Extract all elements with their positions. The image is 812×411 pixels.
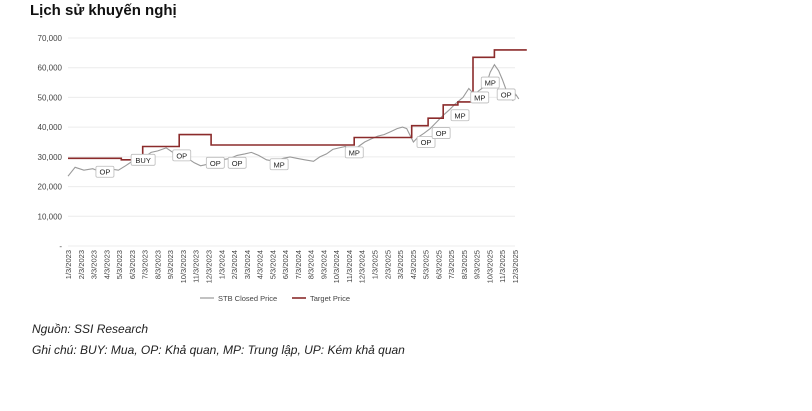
x-tick-label: 9/3/2024 <box>319 250 328 279</box>
x-tick-label: 7/3/2024 <box>294 250 303 279</box>
rating-marker-box <box>130 153 156 166</box>
chart-title: Lịch sử khuyến nghị <box>30 2 177 19</box>
rating-marker-box <box>496 88 516 101</box>
x-tick-label: 1/3/2025 <box>371 250 380 279</box>
x-tick-label: 3/3/2025 <box>396 250 405 279</box>
rating-marker-box <box>172 149 192 162</box>
rating-marker-label: MP <box>485 79 496 88</box>
rating-marker: MP <box>344 146 364 159</box>
rating-marker-box <box>269 158 289 171</box>
x-tick-label: 7/3/2023 <box>141 250 150 279</box>
x-tick-label: 10/3/2023 <box>179 250 188 283</box>
x-tick-label: 2/3/2025 <box>383 250 392 279</box>
x-tick-label: 11/3/2024 <box>345 250 354 283</box>
rating-marker: BUY <box>130 153 156 166</box>
x-tick-label: 2/3/2023 <box>77 250 86 279</box>
y-tick-label: 70,000 <box>38 34 63 43</box>
x-tick-label: 12/3/2025 <box>511 250 520 283</box>
rating-marker-label: OP <box>232 159 243 168</box>
rating-marker-label: OP <box>210 159 221 168</box>
x-tick-label: 4/3/2024 <box>256 250 265 279</box>
rating-marker-label: OP <box>100 168 111 177</box>
y-tick-label: - <box>59 242 62 251</box>
x-tick-label: 9/3/2025 <box>473 250 482 279</box>
rating-marker-label: OP <box>421 138 432 147</box>
rating-marker-label: MP <box>349 148 360 157</box>
rating-marker: OP <box>431 127 451 139</box>
rating-marker-box <box>205 156 225 169</box>
rating-marker: OP <box>172 149 192 162</box>
price-chart: - 10,000 20,000 30,000 40,000 50,000 60,000 70,… <box>38 34 527 303</box>
x-tick-label: 8/3/2024 <box>307 250 316 279</box>
target-price-line <box>68 49 527 161</box>
x-tick-label: 6/3/2025 <box>434 250 443 279</box>
rating-marker-label: OP <box>176 151 187 160</box>
rating-marker-label: BUY <box>135 156 150 165</box>
y-tick-label: 40,000 <box>38 123 63 132</box>
x-tick-label: 4/3/2025 <box>409 250 418 279</box>
x-tick-label: 3/3/2023 <box>90 250 99 279</box>
x-tick-label: 12/3/2023 <box>204 250 213 283</box>
y-tick-label: 50,000 <box>38 93 63 102</box>
x-tick-label: 8/3/2023 <box>153 250 162 279</box>
rating-marker: MP <box>470 91 490 104</box>
legend-label: STB Closed Price <box>218 294 277 303</box>
rating-marker: MP <box>269 158 289 171</box>
x-axis: 1/3/2023 2/3/2023 3/3/2023 4/3/2023 5/3/2023… <box>64 250 520 283</box>
rating-marker: OP <box>416 136 436 148</box>
x-tick-label: 5/3/2023 <box>115 250 124 279</box>
rating-marker-label: MP <box>454 111 465 120</box>
rating-marker-box <box>470 91 490 104</box>
x-tick-label: 1/3/2024 <box>217 250 226 279</box>
x-tick-label: 9/3/2023 <box>166 250 175 279</box>
x-tick-label: 5/3/2025 <box>422 250 431 279</box>
x-tick-label: 11/3/2023 <box>192 250 201 283</box>
rating-marker: MP <box>450 109 470 122</box>
y-tick-label: 20,000 <box>38 183 63 192</box>
rating-marker-label: OP <box>501 90 512 99</box>
rating-marker: MP <box>480 76 500 89</box>
x-tick-label: 8/3/2025 <box>460 250 469 279</box>
x-tick-label: 3/3/2024 <box>243 250 252 279</box>
rating-marker-box <box>450 109 470 122</box>
x-tick-label: 4/3/2023 <box>102 250 111 279</box>
rating-marker-label: OP <box>436 129 447 138</box>
x-tick-label: 12/3/2024 <box>358 250 367 283</box>
x-tick-label: 6/3/2024 <box>281 250 290 279</box>
source-note: Nguồn: SSI Research <box>32 322 149 336</box>
rating-marker: OP <box>205 156 225 169</box>
legend-label: Target Price <box>310 294 350 303</box>
rating-marker-box <box>227 156 247 169</box>
rating-legend-note: Ghi chú: BUY: Mua, OP: Khả quan, MP: Tru… <box>32 343 405 357</box>
rating-marker: OP <box>227 156 247 169</box>
rating-marker-box <box>95 165 115 178</box>
rating-marker: OP <box>95 165 115 178</box>
y-tick-label: 60,000 <box>38 64 63 73</box>
x-tick-label: 7/3/2025 <box>447 250 456 279</box>
y-tick-label: 30,000 <box>38 153 63 162</box>
rating-marker-box <box>480 76 500 89</box>
rating-marker-box <box>431 127 451 139</box>
x-tick-label: 2/3/2024 <box>230 250 239 279</box>
x-tick-label: 11/3/2025 <box>498 250 507 283</box>
rating-marker-box <box>416 136 436 148</box>
x-tick-label: 6/3/2023 <box>128 250 137 279</box>
rating-marker-box <box>344 146 364 159</box>
y-axis: - 10,000 20,000 30,000 40,000 50,000 60,000 70,… <box>38 34 63 251</box>
stb-closed-price-line <box>67 63 520 177</box>
rating-marker: OP <box>496 88 516 101</box>
x-tick-label: 10/3/2025 <box>485 250 494 283</box>
x-tick-label: 1/3/2023 <box>64 250 73 279</box>
grid <box>68 37 515 247</box>
rating-marker-label: MP <box>273 160 284 169</box>
y-tick-label: 10,000 <box>38 212 63 221</box>
rating-marker-label: MP <box>474 93 485 102</box>
legend: STB Closed Price Target Price <box>200 294 350 303</box>
x-tick-label: 5/3/2024 <box>268 250 277 279</box>
x-tick-label: 10/3/2024 <box>332 250 341 283</box>
